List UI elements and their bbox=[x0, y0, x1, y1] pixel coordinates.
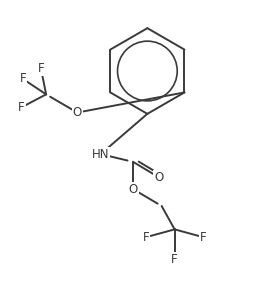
Text: F: F bbox=[38, 62, 44, 75]
Text: O: O bbox=[128, 183, 138, 196]
Text: F: F bbox=[200, 231, 206, 244]
Text: O: O bbox=[73, 106, 82, 119]
Text: F: F bbox=[18, 101, 25, 114]
Text: F: F bbox=[20, 72, 26, 85]
Text: HN: HN bbox=[92, 148, 109, 161]
Text: F: F bbox=[171, 253, 178, 266]
Text: F: F bbox=[143, 231, 149, 244]
Text: O: O bbox=[155, 171, 164, 184]
